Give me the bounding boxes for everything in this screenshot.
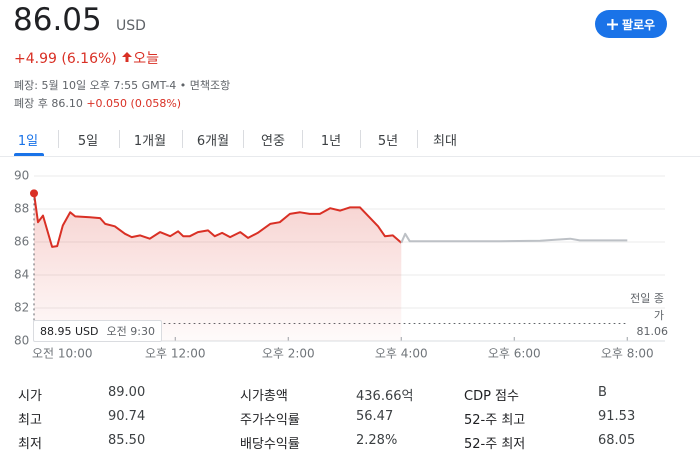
price: 86.05 (13, 2, 102, 38)
y-tick-label: 84 (14, 268, 29, 282)
stat-value: 89.00 (108, 385, 146, 400)
tooltip-price: 88.95 USD (40, 324, 99, 338)
y-tick-label: 88 (14, 202, 29, 216)
tab[interactable]: 1개월 (133, 134, 167, 149)
stat-value: 2.28% (356, 433, 398, 448)
period: 오늘 (133, 51, 159, 67)
y-tick-label: 80 (14, 334, 29, 348)
y-tick-label: 86 (14, 235, 29, 249)
chart: 80 82 84 86 88 90 오전 10:00 오후 12:00 오후 2:00 오후 4:… (14, 169, 665, 361)
after-hours-price: 폐장 후 86.10 (14, 97, 83, 110)
tab-separator (359, 130, 361, 148)
tab[interactable]: 1일 (17, 134, 39, 149)
tab-separator (119, 130, 120, 148)
hover-point (30, 189, 38, 198)
tab-separator (302, 130, 303, 148)
price-line (400, 232, 628, 244)
stat-label: CDP 점수 (464, 389, 519, 404)
tab-separator (416, 130, 418, 148)
y-tick-label: 82 (14, 301, 29, 315)
stats: 시가 89.00 시가총액 436.66억 CDP 점수 B 최고 90.74 주가수익률 56.… (0, 380, 700, 456)
up-arrow (122, 52, 133, 62)
tab-separator (58, 130, 59, 148)
stat-value: 85.50 (108, 433, 146, 448)
tab[interactable]: 5년 (377, 134, 399, 149)
plus-icon (606, 18, 618, 30)
tab[interactable]: 6개월 (196, 134, 230, 149)
x-tick-label: 오후 6:00 (488, 347, 541, 361)
closed-info: 폐장: 5월 10일 오후 7:55 GMT-4 • 면책조항 (14, 79, 231, 92)
tab[interactable]: 연중 (261, 134, 285, 149)
change-value: +4.99 (6.16%) (14, 51, 117, 67)
tab-separator (243, 130, 244, 148)
stat-label: 최고 (18, 413, 42, 428)
tab[interactable]: 5일 (77, 134, 99, 149)
tooltip-time: 오전 9:30 (106, 325, 155, 338)
prev-close-value: 81.06 (636, 325, 669, 338)
x-tick-label: 오후 12:00 (145, 347, 205, 361)
prev-close-label: 전일 종가 (630, 292, 664, 322)
stat-label: 52-주 최저 (464, 437, 526, 452)
tab[interactable]: 1년 (320, 134, 342, 149)
stat-value: 436.66억 (356, 389, 414, 404)
stat-label: 주가수익률 (240, 413, 300, 428)
tab-separator (181, 130, 183, 148)
stat-value: B (598, 385, 607, 400)
currency: USD (116, 18, 146, 34)
stat-label: 시가총액 (240, 389, 288, 404)
after-hours: 폐장 후 86.10 +0.050 (0.058%) (14, 95, 181, 111)
stat-value: 68.05 (598, 433, 636, 448)
tabs: 1일 5일 1개월 6개월 연중 1년 5년 최대 (0, 126, 700, 157)
x-tick-label: 오후 8:00 (601, 347, 654, 361)
tab-underline (14, 153, 44, 156)
x-tick-label: 오후 2:00 (262, 347, 315, 361)
stat-value: 90.74 (108, 409, 146, 424)
stat-value: 56.47 (356, 409, 394, 424)
tab[interactable]: 최대 (433, 134, 457, 149)
area (34, 193, 402, 341)
stat-label: 최저 (18, 437, 42, 452)
change: +4.99 (6.16%) 오늘 (14, 48, 159, 68)
price-line (33, 193, 402, 248)
after-hours-change: +0.050 (0.058%) (86, 97, 182, 110)
y-tick-label: 90 (14, 169, 29, 183)
stat-label: 시가 (18, 389, 42, 404)
stat-value: 91.53 (598, 409, 636, 424)
follow-button[interactable]: 팔로우 (595, 10, 667, 38)
stat-label: 52-주 최고 (464, 413, 526, 428)
follow-label: 팔로우 (621, 17, 656, 32)
x-tick-label: 오후 4:00 (375, 347, 428, 361)
x-tick-label: 오전 10:00 (32, 347, 92, 361)
stat-label: 배당수익률 (240, 437, 300, 452)
tooltip: 88.95 USD 오전 9:30 (33, 320, 162, 342)
